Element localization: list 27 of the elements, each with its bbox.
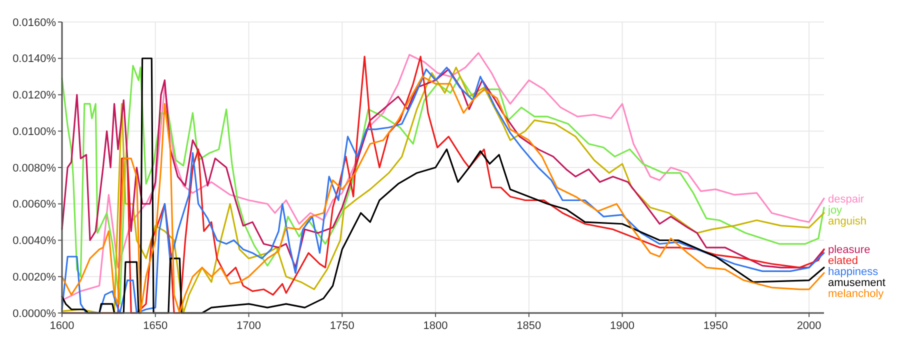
series-label: joy — [827, 204, 843, 216]
x-tick-label: 2000 — [796, 320, 822, 332]
y-tick-label: 0.0040% — [12, 235, 56, 248]
x-tick-label: 1800 — [423, 320, 448, 332]
y-tick-label: 0.0160% — [12, 16, 56, 29]
series-label: happiness — [828, 266, 879, 278]
series-label: elated — [828, 255, 858, 268]
series-label: despair — [828, 193, 864, 206]
x-tick-label: 1850 — [516, 320, 542, 332]
series-label: pleasure — [828, 244, 870, 256]
line-series — [61, 68, 825, 268]
y-tick-label: 0.0060% — [12, 198, 56, 211]
y-tick-label: 0.0140% — [12, 53, 56, 66]
x-tick-label: 1750 — [330, 320, 354, 332]
y-tick-label: 0.0080% — [12, 162, 56, 174]
series-label: amusement — [828, 277, 886, 290]
series-label: anguish — [828, 215, 867, 228]
x-tick-label: 1950 — [703, 320, 728, 332]
y-tick-label: 0.0120% — [12, 90, 56, 102]
x-tick-label: 1650 — [143, 320, 168, 332]
x-tick-label: 1700 — [236, 320, 262, 332]
series-label: melancholy — [828, 288, 884, 300]
y-tick-label: 0.0020% — [12, 271, 56, 284]
x-tick-label: 1600 — [50, 320, 74, 332]
x-tick-label: 1900 — [610, 320, 635, 332]
y-tick-label: 0.0100% — [12, 126, 56, 138]
y-tick-label: 0.0000% — [12, 308, 56, 320]
